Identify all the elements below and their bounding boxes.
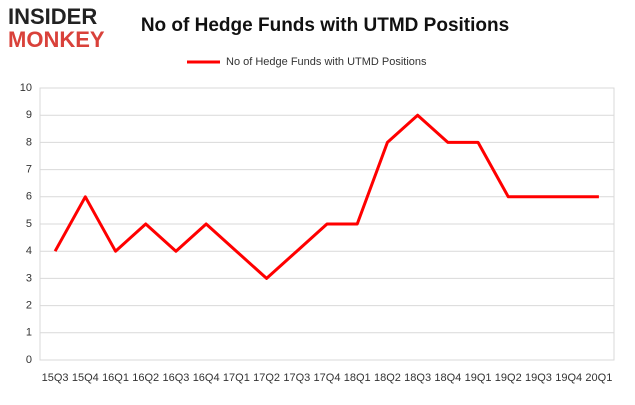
y-tick-label: 4 bbox=[26, 245, 32, 257]
x-tick-label: 20Q1 bbox=[585, 372, 612, 384]
plot-frame bbox=[39, 87, 615, 361]
x-tick-label: 16Q3 bbox=[162, 372, 189, 384]
y-tick-label: 1 bbox=[26, 327, 32, 339]
x-tick-label: 17Q1 bbox=[223, 372, 250, 384]
y-tick-label: 6 bbox=[26, 191, 32, 203]
x-tick-label: 18Q2 bbox=[374, 372, 401, 384]
x-tick-label: 19Q2 bbox=[495, 372, 522, 384]
data-line bbox=[53, 113, 599, 280]
x-tick-label: 17Q2 bbox=[253, 372, 280, 384]
x-tick-label: 18Q3 bbox=[404, 372, 431, 384]
y-tick-label: 10 bbox=[20, 82, 32, 94]
x-tick-label: 19Q4 bbox=[555, 372, 582, 384]
x-tick-label: 16Q4 bbox=[193, 372, 220, 384]
logo-bottom: MONKEY bbox=[8, 27, 105, 52]
x-tick-label: 17Q3 bbox=[283, 372, 310, 384]
y-tick-label: 2 bbox=[26, 300, 32, 312]
x-tick-label: 16Q2 bbox=[132, 372, 159, 384]
x-tick-label: 19Q1 bbox=[465, 372, 492, 384]
x-tick-label: 19Q3 bbox=[525, 372, 552, 384]
x-tick-label: 15Q3 bbox=[42, 372, 69, 384]
logo-top: INSIDER bbox=[8, 4, 97, 29]
x-tick-label: 16Q1 bbox=[102, 372, 129, 384]
y-tick-label: 8 bbox=[26, 136, 32, 148]
chart-title: No of Hedge Funds with UTMD Positions bbox=[141, 15, 509, 36]
legend-label: No of Hedge Funds with UTMD Positions bbox=[226, 56, 427, 68]
x-tick-label: 18Q4 bbox=[434, 372, 461, 384]
y-tick-label: 5 bbox=[26, 218, 32, 230]
y-tick-label: 7 bbox=[26, 164, 32, 176]
y-tick-label: 0 bbox=[26, 354, 32, 366]
y-tick-label: 9 bbox=[26, 109, 32, 121]
x-tick-label: 18Q1 bbox=[344, 372, 371, 384]
y-tick-label: 3 bbox=[26, 272, 32, 284]
x-tick-label: 15Q4 bbox=[72, 372, 99, 384]
x-tick-label: 17Q4 bbox=[314, 372, 341, 384]
